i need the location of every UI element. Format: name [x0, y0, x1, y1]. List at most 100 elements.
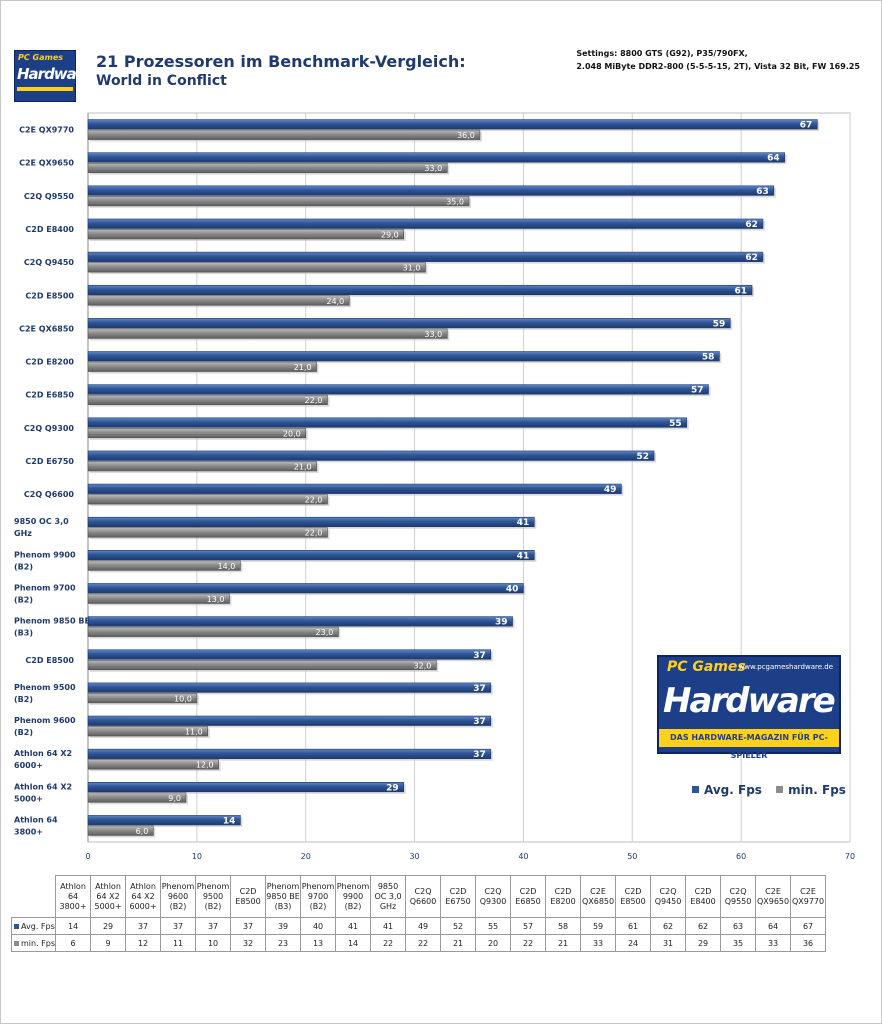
min-bar — [87, 792, 187, 803]
category-label: C2Q Q9450 — [24, 258, 75, 267]
table-cell: 13 — [300, 934, 337, 952]
table-header-cell: C2D E6750 — [440, 875, 477, 918]
category-label: 6000+ — [14, 761, 43, 770]
table-row-avg: Avg. Fps 14 29 37 37 37 37 39 40 41 41 49 52 55 57 58 59… — [10, 917, 827, 935]
category-label: Phenom 9900 — [14, 550, 76, 559]
table-header-cell: Phenom 9700 (B2) — [300, 875, 337, 918]
min-bar — [87, 461, 317, 472]
min-bar — [87, 659, 437, 671]
avg-value-label: 64 — [767, 154, 780, 164]
table-cell: 37 — [160, 917, 197, 935]
avg-bar — [87, 649, 492, 660]
settings-line-1: Settings: 8800 GTS (G92), P35/790FX, — [576, 49, 748, 58]
min-value-label: 22,0 — [305, 396, 323, 405]
avg-value-label: 41 — [517, 551, 530, 561]
table-row-label-text: Avg. Fps — [21, 921, 55, 931]
min-value-label: 36,0 — [457, 131, 475, 140]
avg-value-label: 55 — [669, 419, 682, 429]
table-cell: 9 — [90, 934, 127, 952]
table-cell: 21 — [440, 934, 477, 952]
table-cell: 29 — [90, 917, 127, 935]
table-header-cell: C2Q Q9450 — [650, 875, 687, 918]
table-cell: 6 — [55, 934, 92, 952]
chart-title: 21 Prozessoren im Benchmark-Vergleich: — [96, 52, 466, 71]
category-label: C2E QX6850 — [19, 324, 74, 333]
logo-small-main: Hardware — [17, 65, 92, 83]
category-label: C2Q Q9550 — [24, 192, 75, 201]
table-header-cell: C2Q Q9550 — [720, 875, 757, 918]
x-tick-label: 0 — [85, 852, 90, 861]
table-cell: 61 — [615, 917, 652, 935]
table-header-cell: C2D E8500 — [615, 875, 652, 918]
min-bar — [87, 427, 307, 439]
x-tick-label: 20 — [301, 852, 311, 861]
avg-bar — [87, 583, 524, 594]
category-label: Athlon 64 — [14, 815, 58, 824]
avg-value-label: 37 — [473, 684, 486, 694]
table-header-cell: C2D E6850 — [510, 875, 547, 918]
table-cell: 37 — [230, 917, 267, 935]
category-label: C2Q Q9300 — [24, 424, 75, 433]
avg-value-label: 49 — [604, 485, 617, 495]
avg-value-label: 14 — [223, 816, 236, 826]
avg-value-label: 63 — [756, 187, 769, 197]
avg-value-label: 40 — [506, 584, 519, 594]
min-value-label: 9,0 — [168, 794, 181, 803]
min-value-label: 11,0 — [185, 728, 203, 737]
category-label: (B2) — [14, 595, 33, 604]
table-header-cell: C2Q Q6600 — [405, 875, 442, 918]
table-cell: 22 — [510, 934, 547, 952]
avg-value-label: 29 — [386, 783, 399, 793]
table-header-cell: 9850 OC 3,0 GHz — [370, 875, 407, 918]
table-header-cell: C2D E8400 — [685, 875, 722, 918]
logo-large-url: www.pcgameshardware.de — [738, 663, 834, 671]
table-cell: 20 — [475, 934, 512, 952]
avg-bar — [87, 185, 775, 196]
table-cell: 12 — [125, 934, 162, 952]
table-cell: 52 — [440, 917, 477, 935]
min-value-label: 10,0 — [174, 694, 192, 703]
table-header-cell: Athlon 64 X2 5000+ — [90, 875, 127, 918]
avg-value-label: 59 — [713, 319, 726, 329]
table-cell: 14 — [335, 934, 372, 952]
avg-bar — [87, 483, 622, 494]
category-label: 5000+ — [14, 794, 43, 803]
table-row-swatch — [14, 923, 19, 929]
x-tick-label: 60 — [736, 852, 746, 861]
avg-value-label: 61 — [734, 286, 747, 296]
legend-swatch-min — [776, 786, 784, 793]
table-header-cell: Phenom 9850 BE (B3) — [265, 875, 302, 918]
category-label: C2D E6850 — [25, 391, 74, 400]
table-cell: 63 — [720, 917, 757, 935]
min-bar — [87, 527, 328, 538]
category-label: GHz — [14, 529, 32, 538]
category-label: C2D E8500 — [25, 291, 74, 300]
legend-swatch-avg — [692, 786, 699, 793]
min-value-label: 20,0 — [283, 429, 301, 438]
category-label: Phenom 9500 — [14, 683, 76, 692]
avg-value-label: 58 — [702, 353, 715, 363]
min-bar — [87, 129, 481, 140]
avg-bar — [87, 351, 720, 362]
category-label: C2Q Q6600 — [24, 490, 75, 499]
avg-bar — [87, 715, 492, 726]
table-header-cell: Phenom 9500 (B2) — [195, 875, 232, 918]
avg-value-label: 52 — [637, 452, 650, 462]
category-label: Phenom 9600 — [14, 716, 76, 725]
category-label: 3800+ — [14, 827, 43, 836]
min-value-label: 14,0 — [218, 562, 236, 571]
table-cell: 10 — [195, 934, 232, 952]
table-cell: 62 — [685, 917, 722, 935]
avg-bar — [87, 616, 513, 627]
avg-bar — [87, 119, 818, 130]
table-cell: 36 — [790, 934, 827, 952]
x-tick-label: 10 — [192, 852, 202, 861]
min-value-label: 13,0 — [207, 595, 225, 604]
legend: Avg. Fps min. Fps — [692, 783, 856, 797]
table-cell: 31 — [650, 934, 687, 952]
avg-bar — [87, 682, 492, 693]
min-bar — [87, 394, 328, 405]
min-value-label: 12,0 — [196, 761, 214, 770]
category-label: Phenom 9850 BE — [14, 617, 90, 626]
avg-bar — [87, 152, 785, 163]
